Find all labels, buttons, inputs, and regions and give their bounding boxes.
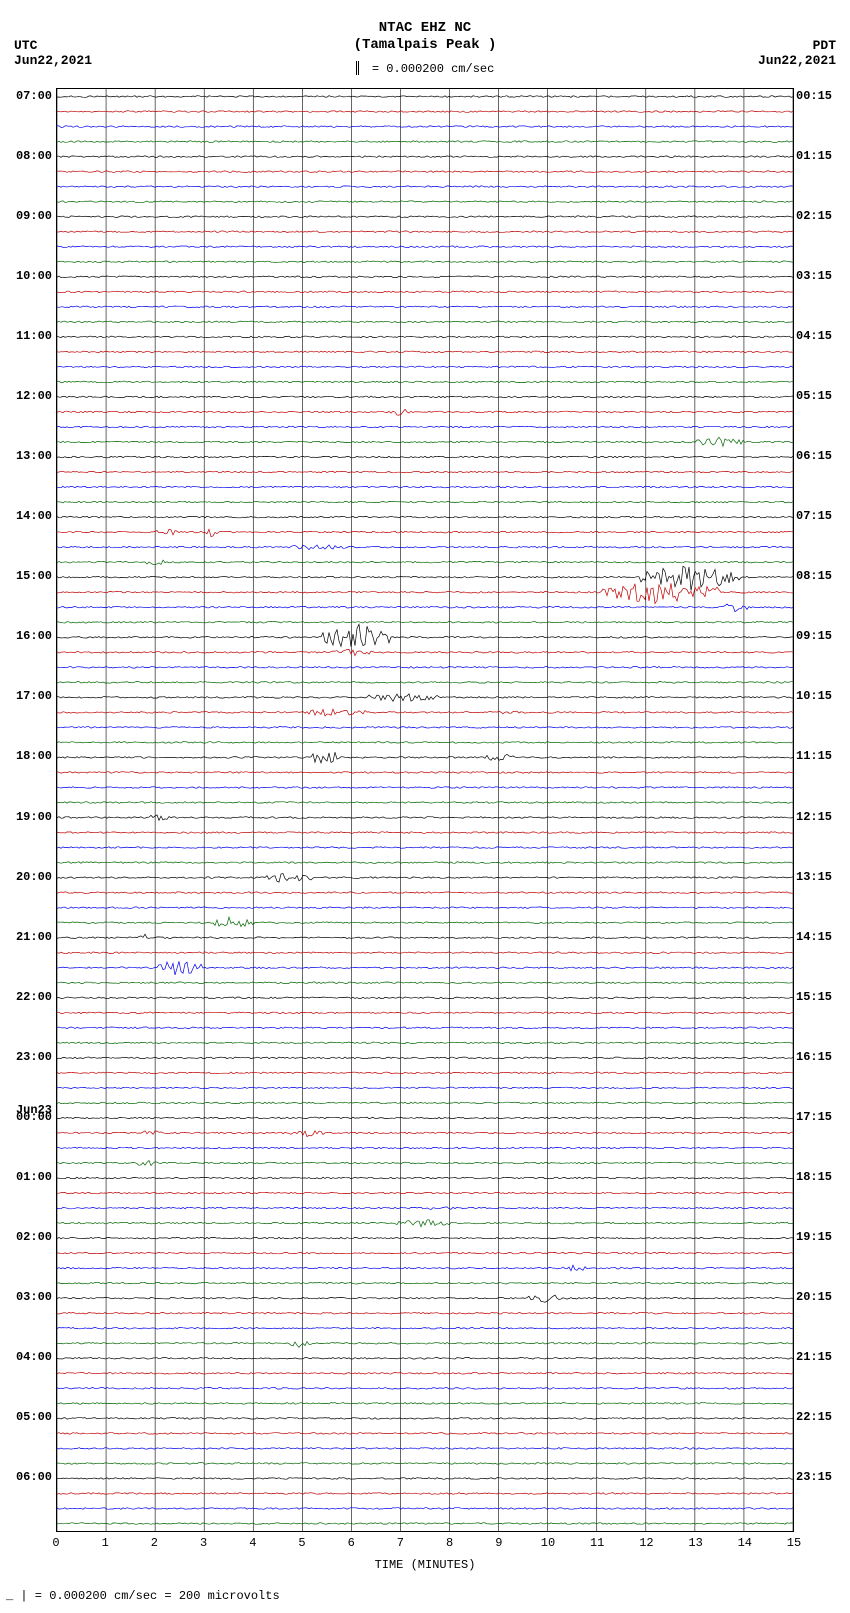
x-tick: 1 [102,1536,109,1550]
left-hour-label: 16:00 [0,629,52,643]
left-hour-label: 14:00 [0,509,52,523]
right-hour-label: 07:15 [796,509,850,523]
x-axis: 0123456789101112131415 TIME (MINUTES) [56,1536,794,1572]
trace-canvas [57,89,793,1531]
right-hour-label: 03:15 [796,269,850,283]
right-hour-label: 18:15 [796,1170,850,1184]
right-hour-label: 10:15 [796,689,850,703]
left-hour-label: 21:00 [0,930,52,944]
scale-indicator: = 0.000200 cm/sec [0,62,850,76]
left-hour-label: 06:00 [0,1470,52,1484]
x-tick: 2 [151,1536,158,1550]
right-hour-label: 02:15 [796,209,850,223]
scale-bar-icon [356,61,359,75]
left-hour-label: 04:00 [0,1350,52,1364]
left-hour-label: 05:00 [0,1410,52,1424]
x-axis-label: TIME (MINUTES) [56,1558,794,1572]
x-tick: 15 [787,1536,801,1550]
x-tick: 6 [348,1536,355,1550]
x-tick: 8 [446,1536,453,1550]
right-hour-label: 12:15 [796,810,850,824]
x-tick: 10 [541,1536,555,1550]
left-hour-label: 15:00 [0,569,52,583]
right-hour-label: 14:15 [796,930,850,944]
right-hour-label: 09:15 [796,629,850,643]
x-tick: 5 [298,1536,305,1550]
left-hour-label: 10:00 [0,269,52,283]
right-hour-label: 23:15 [796,1470,850,1484]
x-tick: 4 [249,1536,256,1550]
x-tick: 12 [639,1536,653,1550]
right-hour-label: 21:15 [796,1350,850,1364]
x-tick: 0 [52,1536,59,1550]
left-hour-label: 12:00 [0,389,52,403]
right-hour-label: 08:15 [796,569,850,583]
left-hour-label: 09:00 [0,209,52,223]
left-hour-label: 08:00 [0,149,52,163]
right-hour-label: 11:15 [796,749,850,763]
right-hour-label: 00:15 [796,89,850,103]
right-hour-label: 01:15 [796,149,850,163]
right-hour-label: 17:15 [796,1110,850,1124]
left-hour-label: 18:00 [0,749,52,763]
x-tick: 7 [397,1536,404,1550]
x-tick: 14 [738,1536,752,1550]
right-hour-label: 19:15 [796,1230,850,1244]
seismogram-page: UTC Jun22,2021 PDT Jun22,2021 NTAC EHZ N… [0,0,850,1613]
left-hour-label: 19:00 [0,810,52,824]
seismogram-plot [56,88,794,1532]
x-tick: 3 [200,1536,207,1550]
right-hour-label: 20:15 [796,1290,850,1304]
x-tick: 9 [495,1536,502,1550]
left-time-axis: 07:00 08:00 09:00 10:00 11:00 12:00 13:00 14:00… [0,88,54,1532]
station-code: NTAC EHZ NC [0,20,850,37]
scale-text: = 0.000200 cm/sec [372,62,494,76]
x-axis-ticks: 0123456789101112131415 [56,1536,794,1554]
right-hour-label: 05:15 [796,389,850,403]
x-tick: 11 [590,1536,604,1550]
x-tick: 13 [688,1536,702,1550]
left-date-break: Jun23 [0,1103,52,1117]
chart-header: NTAC EHZ NC (Tamalpais Peak ) [0,20,850,54]
right-hour-label: 15:15 [796,990,850,1004]
left-hour-label: 03:00 [0,1290,52,1304]
left-hour-label: 11:00 [0,329,52,343]
right-hour-label: 22:15 [796,1410,850,1424]
station-location: (Tamalpais Peak ) [0,37,850,54]
right-time-axis: 00:15 01:15 02:15 03:15 04:15 05:15 06:15 07:15… [792,88,850,1532]
left-hour-label: 17:00 [0,689,52,703]
left-hour-label: 23:00 [0,1050,52,1064]
left-hour-label: 07:00 [0,89,52,103]
right-hour-label: 04:15 [796,329,850,343]
footer-scale: _ | = 0.000200 cm/sec = 200 microvolts [6,1589,280,1603]
left-hour-label: 01:00 [0,1170,52,1184]
left-hour-label: 02:00 [0,1230,52,1244]
left-hour-label: 13:00 [0,449,52,463]
right-hour-label: 06:15 [796,449,850,463]
left-hour-label: 20:00 [0,870,52,884]
left-hour-label: 22:00 [0,990,52,1004]
right-hour-label: 16:15 [796,1050,850,1064]
right-hour-label: 13:15 [796,870,850,884]
